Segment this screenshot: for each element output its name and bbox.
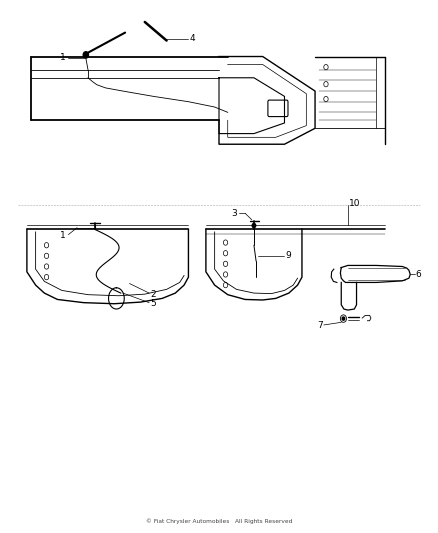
Text: 1: 1 (60, 53, 66, 62)
Circle shape (252, 223, 256, 228)
Text: 5: 5 (150, 299, 156, 308)
Text: 1: 1 (60, 231, 66, 240)
Text: 3: 3 (232, 209, 237, 218)
Text: 6: 6 (416, 270, 421, 279)
Circle shape (83, 52, 88, 58)
Text: © Fiat Chrysler Automobiles   All Rights Reserved: © Fiat Chrysler Automobiles All Rights R… (146, 519, 292, 524)
Text: 7: 7 (317, 321, 322, 330)
Text: 4: 4 (190, 35, 195, 44)
Text: 9: 9 (286, 252, 292, 260)
Text: 2: 2 (150, 289, 155, 298)
Circle shape (342, 317, 345, 320)
Text: 10: 10 (349, 199, 360, 208)
